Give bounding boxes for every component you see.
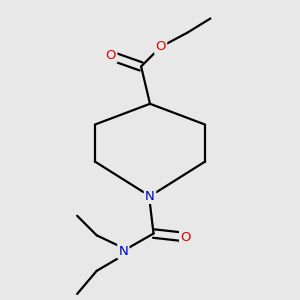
Text: O: O [106,49,116,62]
Text: O: O [155,40,166,53]
Text: N: N [118,245,128,258]
Text: O: O [180,231,191,244]
Text: N: N [145,190,155,203]
